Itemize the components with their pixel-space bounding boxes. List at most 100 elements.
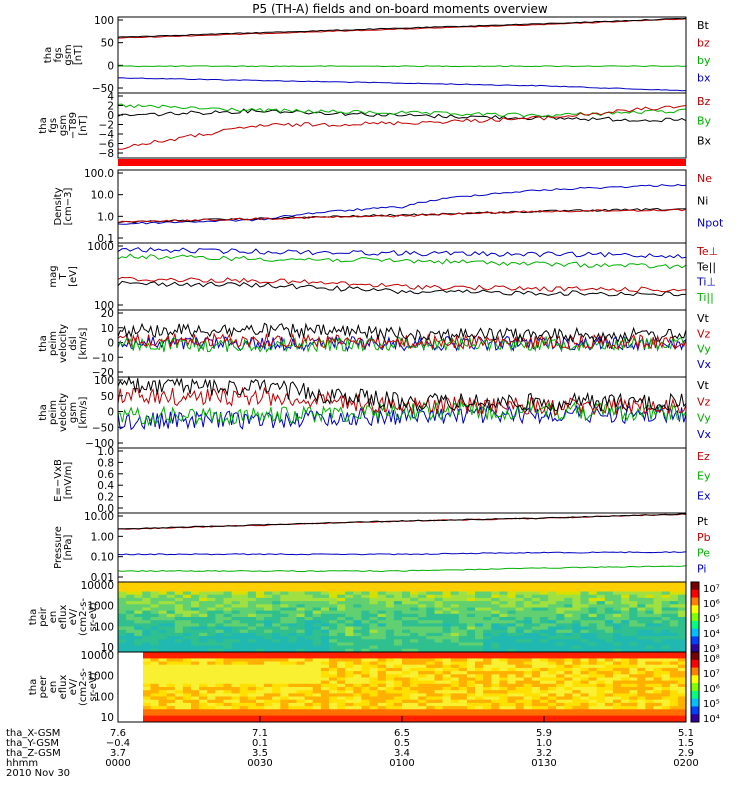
heatmap-cell: [580, 690, 590, 694]
heatmap-cell: [320, 712, 330, 717]
heatmap-cell: [661, 655, 671, 659]
heatmap-cell: [661, 664, 671, 669]
heatmap-cell: [393, 677, 403, 682]
heatmap-cell: [475, 702, 484, 707]
heatmap-cell: [629, 677, 638, 682]
panel-frame: [117, 447, 687, 514]
heatmap-cell: [426, 629, 435, 634]
heatmap-cell: [515, 715, 525, 720]
heatmap-cell: [239, 693, 249, 698]
heatmap-cell: [499, 702, 508, 707]
heatmap-cell: [207, 699, 216, 704]
heatmap-cell: [572, 655, 581, 659]
heatmap-cell: [491, 645, 500, 650]
heatmap-cell: [312, 601, 322, 605]
heatmap-cell: [312, 706, 322, 710]
heatmap-cell: [329, 585, 338, 589]
heatmap-cell: [199, 629, 208, 634]
heatmap-cell: [475, 626, 484, 631]
heatmap-cell: [507, 613, 517, 618]
heatmap-cell: [677, 636, 687, 640]
series-line: [117, 280, 686, 297]
heatmap-cell: [288, 690, 297, 694]
heatmap-cell: [353, 652, 362, 656]
heatmap-cell: [531, 632, 541, 637]
heatmap-cell: [369, 693, 379, 698]
heatmap-cell: [199, 661, 208, 666]
heatmap-cell: [539, 591, 549, 596]
heatmap-cell: [499, 677, 508, 682]
series-group: [117, 183, 687, 225]
heatmap-cell: [434, 664, 444, 669]
heatmap-cell: [304, 613, 314, 618]
heatmap-cell: [613, 687, 622, 691]
ytick-label: 100: [94, 621, 114, 633]
heatmap-cell: [564, 674, 573, 678]
heatmap-cell: [637, 639, 646, 643]
heatmap-cell: [564, 607, 573, 612]
heatmap-cell: [191, 696, 200, 701]
heatmap-cell: [369, 652, 379, 656]
heatmap-cell: [580, 623, 590, 628]
heatmap-cell: [442, 601, 452, 605]
heatmap-cell: [231, 591, 241, 596]
heatmap-cell: [588, 610, 598, 615]
heatmap-cell: [523, 623, 533, 628]
heatmap-cell: [239, 677, 249, 682]
heatmap-cell: [580, 610, 590, 615]
heatmap-cell: [118, 629, 127, 634]
heatmap-cell: [150, 687, 160, 691]
heatmap-cell: [272, 607, 281, 612]
heatmap-cell: [329, 661, 338, 666]
heatmap-cell: [320, 642, 330, 647]
heatmap-cell: [507, 636, 517, 640]
heatmap-cell: [466, 585, 476, 589]
heatmap-cell: [239, 620, 249, 624]
heatmap-cell: [572, 652, 581, 656]
heatmap-cell: [604, 718, 614, 723]
panel-ylabel: tha fgs gsm −T89 [nT]: [38, 112, 89, 139]
heatmap-cell: [264, 582, 273, 586]
heatmap-cell: [280, 712, 289, 717]
heatmap-cell: [483, 696, 492, 701]
ylabel-line: tha: [38, 335, 49, 351]
heatmap-cell: [588, 582, 598, 586]
heatmap-cell: [158, 591, 168, 596]
heatmap-cell: [556, 690, 565, 694]
heatmap-cell: [207, 709, 216, 713]
heatmap-cell: [280, 588, 289, 593]
heatmap-cell: [191, 655, 200, 659]
heatmap-cell: [458, 687, 468, 691]
heatmap-cell: [158, 667, 168, 672]
heatmap-cell: [507, 677, 517, 682]
heatmap-cell: [677, 658, 687, 663]
heatmap-cell: [613, 594, 622, 599]
heatmap-cell: [142, 658, 151, 663]
heatmap-cell: [207, 626, 216, 631]
heatmap-cell: [296, 613, 306, 618]
heatmap-cell: [653, 680, 663, 685]
heatmap-cell: [588, 667, 598, 672]
heatmap-cell: [458, 674, 468, 678]
heatmap-cell: [402, 671, 411, 675]
heatmap-cell: [499, 610, 508, 615]
heatmap-cell: [345, 601, 354, 605]
heatmap-cell: [329, 639, 338, 643]
heatmap-cell: [215, 712, 224, 717]
heatmap-cell: [466, 639, 476, 643]
heatmap-cell: [466, 696, 476, 701]
heatmap-cell: [199, 594, 208, 599]
heatmap-cell: [353, 626, 362, 631]
heatmap-cell: [653, 613, 663, 618]
heatmap-cell: [596, 677, 606, 682]
heatmap-cell: [345, 699, 354, 704]
heatmap-cell: [621, 658, 630, 663]
heatmap-cell: [572, 594, 581, 599]
heatmap-cell: [483, 712, 492, 717]
heatmap-cell: [491, 702, 500, 707]
heatmap-cell: [118, 582, 127, 586]
heatmap-cell: [426, 591, 435, 596]
heatmap-cell: [458, 594, 468, 599]
heatmap-cell: [507, 642, 517, 647]
heatmap-cell: [450, 594, 460, 599]
